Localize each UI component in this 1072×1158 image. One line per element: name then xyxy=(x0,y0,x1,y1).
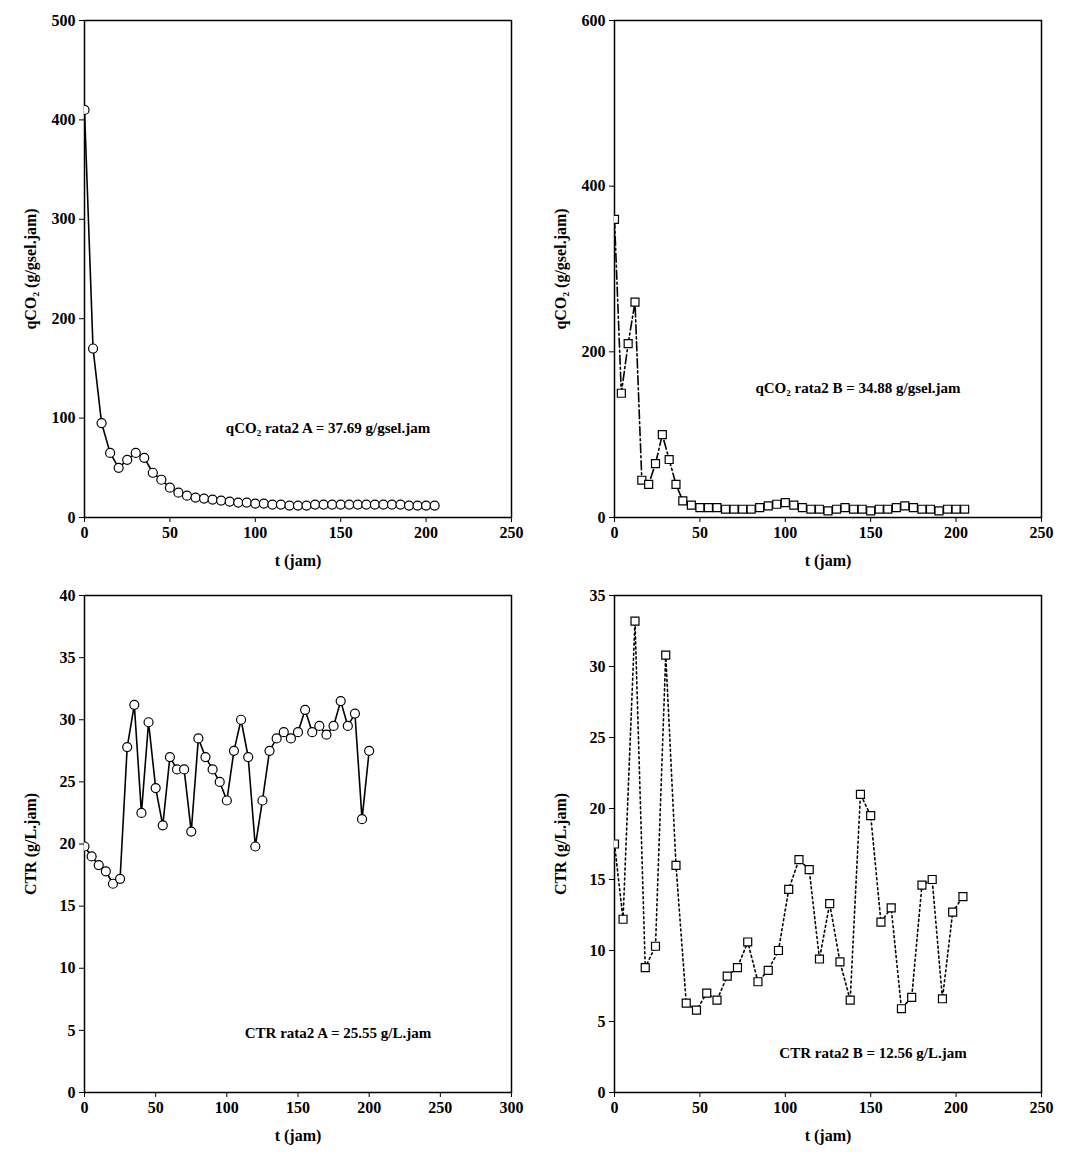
svg-text:200: 200 xyxy=(52,310,76,327)
svg-text:400: 400 xyxy=(52,111,76,128)
svg-text:250: 250 xyxy=(428,1099,452,1116)
svg-text:0: 0 xyxy=(81,1099,89,1116)
svg-text:0: 0 xyxy=(68,509,76,526)
svg-text:t (jam): t (jam) xyxy=(805,552,852,570)
svg-text:t (jam): t (jam) xyxy=(805,1127,852,1145)
svg-text:35: 35 xyxy=(590,587,606,604)
svg-text:250: 250 xyxy=(1030,1099,1054,1116)
svg-text:50: 50 xyxy=(148,1099,164,1116)
svg-text:CTR rata2 B = 12.56 g/L.jam: CTR rata2 B = 12.56 g/L.jam xyxy=(779,1045,967,1061)
svg-text:0: 0 xyxy=(611,524,619,541)
svg-text:100: 100 xyxy=(773,524,797,541)
svg-text:t (jam): t (jam) xyxy=(275,552,322,570)
svg-text:250: 250 xyxy=(1030,524,1054,541)
svg-text:200: 200 xyxy=(414,524,438,541)
svg-text:600: 600 xyxy=(582,12,606,29)
svg-text:50: 50 xyxy=(692,1099,708,1116)
svg-text:150: 150 xyxy=(859,524,883,541)
svg-text:400: 400 xyxy=(582,177,606,194)
svg-text:5: 5 xyxy=(68,1021,76,1038)
svg-text:100: 100 xyxy=(215,1099,239,1116)
svg-text:0: 0 xyxy=(81,524,89,541)
svg-text:100: 100 xyxy=(52,409,76,426)
svg-text:5: 5 xyxy=(598,1013,606,1030)
svg-text:t (jam): t (jam) xyxy=(275,1127,322,1145)
svg-text:qCO₂ (g/gsel.jam): qCO₂ (g/gsel.jam) xyxy=(552,208,570,329)
svg-text:10: 10 xyxy=(60,959,76,976)
svg-text:200: 200 xyxy=(582,343,606,360)
svg-text:qCO₂ (g/gsel.jam): qCO₂ (g/gsel.jam) xyxy=(22,208,40,329)
svg-text:50: 50 xyxy=(692,524,708,541)
svg-text:40: 40 xyxy=(60,587,76,604)
svg-text:15: 15 xyxy=(60,897,76,914)
svg-text:0: 0 xyxy=(598,1084,606,1101)
svg-text:100: 100 xyxy=(243,524,267,541)
svg-text:300: 300 xyxy=(500,1099,524,1116)
svg-text:qCO₂ rata2 B = 34.88 g/gsel.ja: qCO₂ rata2 B = 34.88 g/gsel.jam xyxy=(755,380,961,396)
svg-text:200: 200 xyxy=(357,1099,381,1116)
svg-text:250: 250 xyxy=(500,524,524,541)
svg-text:200: 200 xyxy=(944,524,968,541)
svg-text:100: 100 xyxy=(773,1099,797,1116)
svg-text:20: 20 xyxy=(60,835,76,852)
svg-text:20: 20 xyxy=(590,800,606,817)
svg-text:150: 150 xyxy=(859,1099,883,1116)
svg-text:CTR (g/L.jam): CTR (g/L.jam) xyxy=(22,793,40,895)
svg-text:0: 0 xyxy=(611,1099,619,1116)
svg-text:0: 0 xyxy=(598,509,606,526)
svg-text:25: 25 xyxy=(590,729,606,746)
svg-text:CTR rata2 A = 25.55 g/L.jam: CTR rata2 A = 25.55 g/L.jam xyxy=(245,1025,432,1041)
svg-text:500: 500 xyxy=(52,12,76,29)
svg-text:qCO₂ rata2 A = 37.69 g/gsel.ja: qCO₂ rata2 A = 37.69 g/gsel.jam xyxy=(226,420,431,436)
svg-text:0: 0 xyxy=(68,1084,76,1101)
svg-text:10: 10 xyxy=(590,942,606,959)
svg-text:25: 25 xyxy=(60,773,76,790)
svg-text:35: 35 xyxy=(60,649,76,666)
svg-text:30: 30 xyxy=(590,658,606,675)
svg-text:30: 30 xyxy=(60,711,76,728)
svg-text:200: 200 xyxy=(944,1099,968,1116)
svg-text:150: 150 xyxy=(286,1099,310,1116)
svg-text:300: 300 xyxy=(52,210,76,227)
svg-text:50: 50 xyxy=(162,524,178,541)
svg-text:CTR (g/L.jam): CTR (g/L.jam) xyxy=(552,793,570,895)
svg-text:150: 150 xyxy=(329,524,353,541)
svg-text:15: 15 xyxy=(590,871,606,888)
